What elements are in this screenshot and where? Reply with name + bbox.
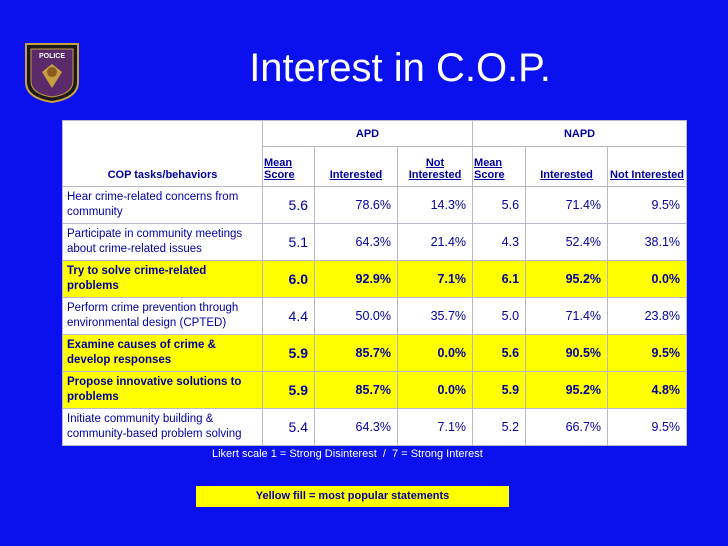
value-cell: 5.0: [472, 297, 527, 335]
value-cell: 35.7%: [396, 297, 474, 335]
value-cell: 5.9: [472, 371, 527, 409]
police-badge: POLICE: [25, 43, 79, 104]
column-header: Mean Score: [262, 146, 315, 187]
value-cell: 5.6: [262, 186, 315, 224]
column-header: COP tasks/behaviors: [62, 120, 263, 187]
table: COP tasks/behaviors APD NAPD Mean Score I…: [62, 120, 688, 446]
value-cell: 50.0%: [314, 297, 398, 335]
value-cell: 5.9: [262, 334, 315, 372]
value-cell: 64.3%: [314, 223, 398, 261]
table-row: Examine causes of crime & develop respon…: [62, 334, 688, 372]
value-cell: 9.5%: [607, 186, 688, 224]
title: Interest in C.O.P.: [249, 46, 551, 90]
task-cell: Try to solve crime-related problems: [62, 260, 263, 298]
task-cell: Initiate community building & community-…: [62, 408, 263, 446]
column-header: Not Interested: [396, 146, 474, 187]
table-row: Perform crime prevention through environ…: [62, 297, 688, 335]
value-cell: 7.1%: [396, 408, 474, 446]
table-row: Participate in community meetings about …: [62, 223, 688, 261]
value-cell: 6.1: [472, 260, 527, 298]
value-cell: 4.4: [262, 297, 315, 335]
value-cell: 71.4%: [525, 297, 609, 335]
value-cell: 21.4%: [396, 223, 474, 261]
value-cell: 85.7%: [314, 334, 398, 372]
value-cell: 92.9%: [314, 260, 398, 298]
value-cell: 5.6: [472, 334, 527, 372]
task-cell: Examine causes of crime & develop respon…: [62, 334, 263, 372]
value-cell: 64.3%: [314, 408, 398, 446]
value-cell: 0.0%: [396, 334, 474, 372]
table-row: Hear crime-related concerns from communi…: [62, 186, 688, 224]
column-header: Interested: [314, 146, 398, 187]
value-cell: 95.2%: [525, 371, 609, 409]
column-header: Interested: [525, 146, 609, 187]
value-cell: 5.1: [262, 223, 315, 261]
value-cell: 66.7%: [525, 408, 609, 446]
table-row: Initiate community building & community-…: [62, 408, 688, 446]
table-row: Try to solve crime-related problems 6.0 92…: [62, 260, 688, 298]
column-header: Mean Score: [472, 146, 527, 187]
column-header: Not Interested: [607, 146, 688, 187]
badge-text: POLICE: [39, 53, 65, 60]
value-cell: 4.3: [472, 223, 527, 261]
value-cell: 14.3%: [396, 186, 474, 224]
task-cell: Participate in community meetings about …: [62, 223, 263, 261]
value-cell: 90.5%: [525, 334, 609, 372]
value-cell: 38.1%: [607, 223, 688, 261]
value-cell: 85.7%: [314, 371, 398, 409]
value-cell: 0.0%: [607, 260, 688, 298]
value-cell: 9.5%: [607, 334, 688, 372]
value-cell: 5.6: [472, 186, 527, 224]
note: Likert scale 1 = Strong Disinterest / 7 …: [212, 448, 483, 460]
group-header: NAPD: [472, 120, 688, 147]
value-cell: 6.0: [262, 260, 315, 298]
value-cell: 0.0%: [396, 371, 474, 409]
legend: Yellow fill = most popular statements: [196, 486, 509, 507]
table-row: Propose innovative solutions to problems…: [62, 371, 688, 409]
value-cell: 52.4%: [525, 223, 609, 261]
value-cell: 23.8%: [607, 297, 688, 335]
value-cell: 5.4: [262, 408, 315, 446]
task-cell: Hear crime-related concerns from communi…: [62, 186, 263, 224]
task-cell: Perform crime prevention through environ…: [62, 297, 263, 335]
value-cell: 95.2%: [525, 260, 609, 298]
task-cell: Propose innovative solutions to problems: [62, 371, 263, 409]
value-cell: 78.6%: [314, 186, 398, 224]
value-cell: 5.2: [472, 408, 527, 446]
value-cell: 4.8%: [607, 371, 688, 409]
value-cell: 9.5%: [607, 408, 688, 446]
value-cell: 7.1%: [396, 260, 474, 298]
value-cell: 5.9: [262, 371, 315, 409]
group-header: APD: [261, 120, 474, 147]
value-cell: 71.4%: [525, 186, 609, 224]
